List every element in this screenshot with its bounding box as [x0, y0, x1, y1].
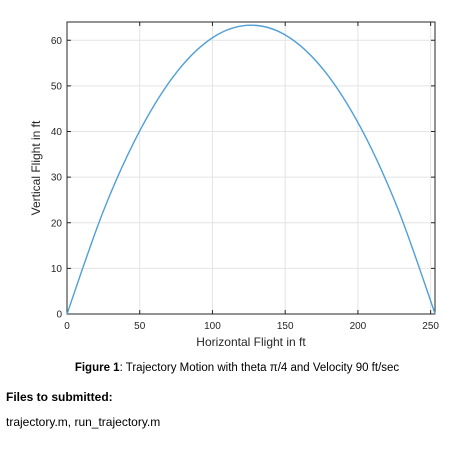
x-tick-label: 50 — [134, 321, 146, 332]
trajectory-line — [66, 24, 436, 315]
y-tick-label: 20 — [51, 218, 63, 229]
y-tick-label: 10 — [51, 264, 63, 275]
figure-caption-label: Figure 1 — [74, 362, 120, 374]
y-tick-label: 60 — [51, 36, 63, 47]
x-tick-label: 200 — [350, 321, 367, 332]
y-tick-label: 40 — [51, 127, 63, 138]
files-title: Files to submitted: — [6, 390, 113, 404]
plot-area-border — [66, 21, 436, 315]
figure-caption-text: : Trajectory Motion with theta π/4 and V… — [119, 362, 400, 374]
files-list: trajectory.m, run_trajectory.m — [6, 415, 161, 429]
y-tick-label: 0 — [56, 310, 62, 321]
grid-lines — [66, 22, 435, 315]
x-tick-label: 150 — [277, 321, 294, 332]
y-axis-label: Vertical Flight in ft — [29, 120, 43, 215]
x-tick-label: 250 — [422, 321, 439, 332]
figure-caption: Figure 1: Trajectory Motion with theta π… — [0, 362, 474, 374]
x-axis-label: Horizontal Flight in ft — [196, 335, 306, 349]
y-tick-label: 50 — [51, 81, 63, 92]
y-axis-ticks: 0 10 20 30 40 50 60 — [51, 36, 435, 321]
x-tick-label: 0 — [64, 321, 70, 332]
y-tick-label: 30 — [51, 173, 63, 184]
x-tick-label: 100 — [204, 321, 221, 332]
trajectory-chart: 0 10 20 30 40 50 60 0 50 100 150 200 250 Horizontal… — [29, 21, 439, 349]
